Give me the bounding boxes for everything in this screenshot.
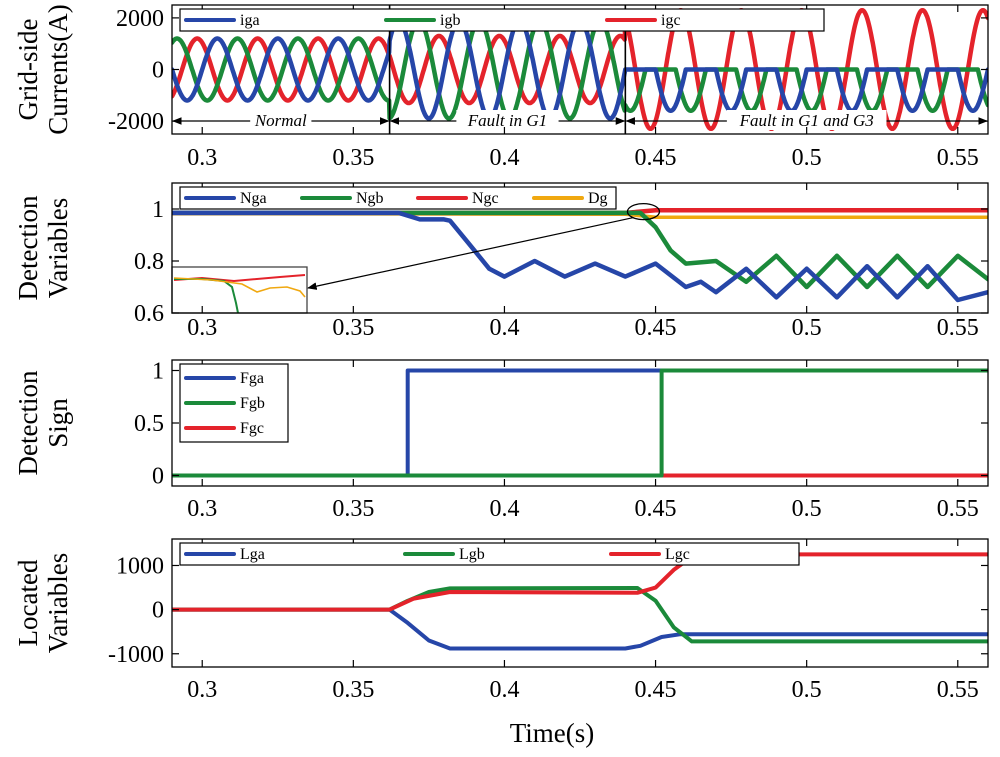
zoom-pointer-arrow bbox=[307, 217, 634, 290]
zoom-inset-box bbox=[171, 266, 308, 314]
legend-label-Lgb: Lgb bbox=[459, 546, 485, 563]
y-tick-label: 2000 bbox=[116, 6, 164, 32]
series-Nga bbox=[172, 210, 988, 303]
x-tick-label: 0.35 bbox=[332, 496, 374, 522]
x-tick-label: 0.3 bbox=[187, 315, 217, 341]
region-label-2: Fault in G1 and G3 bbox=[739, 111, 874, 130]
series-layer bbox=[172, 368, 988, 478]
x-tick-label: 0.55 bbox=[937, 496, 979, 522]
y-axis-title-line: Detection bbox=[13, 370, 43, 475]
series-igb bbox=[172, 18, 988, 121]
region-label-bg-1 bbox=[456, 110, 559, 130]
region-label-bg-2 bbox=[726, 110, 887, 130]
x-tick-label: 0.45 bbox=[635, 315, 677, 341]
x-tick-label: 0.4 bbox=[489, 677, 519, 703]
y-axis-title-line: Detection bbox=[13, 195, 43, 300]
x-axis-title: Time(s) bbox=[510, 718, 595, 748]
y-axis-title-line: Grid-side bbox=[13, 19, 43, 121]
x-tick-label: 0.3 bbox=[187, 145, 217, 171]
y-axis-title-line: Variables bbox=[43, 198, 73, 298]
y-tick-label: 0.6 bbox=[134, 301, 164, 327]
legend-label-igb: igb bbox=[440, 12, 460, 29]
x-tick-label: 0.5 bbox=[792, 145, 822, 171]
legend-label-Lga: Lga bbox=[240, 546, 265, 563]
y-axis-title: Grid-sideCurrents(A) bbox=[13, 4, 73, 134]
y-tick-label: 0.5 bbox=[134, 411, 164, 437]
y-axis-title: DetectionVariables bbox=[13, 195, 73, 300]
y-axis-title: DetectionSign bbox=[13, 370, 73, 475]
y-axis-title-line: Located bbox=[13, 559, 43, 646]
x-tick-label: 0.4 bbox=[489, 315, 519, 341]
x-tick-label: 0.55 bbox=[937, 677, 979, 703]
series-Lga bbox=[172, 607, 988, 651]
y-tick-label: 1 bbox=[152, 197, 164, 223]
series-layer bbox=[172, 208, 988, 303]
x-tick-label: 0.45 bbox=[635, 677, 677, 703]
x-tick-label: 0.45 bbox=[635, 496, 677, 522]
axes-frame bbox=[171, 538, 989, 668]
axes-frame bbox=[171, 182, 989, 314]
x-tick-label: 0.55 bbox=[937, 145, 979, 171]
x-tick-label: 0.5 bbox=[792, 315, 822, 341]
panel-grid-side-currents: Normal Fault in G1 Fault in G1 and G3 0.3 0.… bbox=[13, 4, 989, 171]
y-tick-label: 0 bbox=[152, 58, 164, 84]
x-tick-label: 0.5 bbox=[792, 496, 822, 522]
x-tick-label: 0.35 bbox=[332, 677, 374, 703]
x-tick-label: 0.35 bbox=[332, 145, 374, 171]
legend-label-Lgc: Lgc bbox=[665, 546, 690, 563]
legend-box bbox=[179, 542, 800, 566]
legend-box bbox=[179, 8, 825, 32]
region-label-0: Normal bbox=[254, 111, 307, 130]
legend-label-igc: igc bbox=[661, 12, 681, 29]
legend-label-Dg: Dg bbox=[588, 190, 608, 207]
y-axis-title-line: Sign bbox=[43, 398, 73, 448]
x-tick-label: 0.4 bbox=[489, 496, 519, 522]
legend-label-Nga: Nga bbox=[240, 190, 267, 207]
legend-label-Fgc: Fgc bbox=[240, 420, 264, 437]
y-tick-label: 0.8 bbox=[134, 249, 164, 275]
plot-area bbox=[172, 360, 988, 486]
y-tick-label: 0 bbox=[152, 598, 164, 624]
legend-box bbox=[179, 186, 617, 210]
legend-label-Ngc: Ngc bbox=[472, 190, 499, 207]
legend-label-iga: iga bbox=[240, 12, 260, 29]
x-tick-label: 0.3 bbox=[187, 677, 217, 703]
x-tick-label: 0.45 bbox=[635, 145, 677, 171]
x-tick-label: 0.4 bbox=[489, 145, 519, 171]
y-tick-label: 1000 bbox=[116, 553, 164, 579]
y-axis-title: LocatedVariables bbox=[13, 553, 73, 653]
x-tick-label: 0.35 bbox=[332, 315, 374, 341]
y-tick-label: 0 bbox=[152, 464, 164, 490]
zoom-trace-Dg bbox=[173, 277, 306, 298]
y-tick-label: -2000 bbox=[108, 109, 164, 135]
legend-label-Ngb: Ngb bbox=[356, 190, 384, 207]
x-tick-label: 0.55 bbox=[937, 315, 979, 341]
y-axis-title-line: Currents(A) bbox=[43, 4, 73, 134]
x-tick-label: 0.5 bbox=[792, 677, 822, 703]
x-tick-label: 0.3 bbox=[187, 496, 217, 522]
region-label-bg-0 bbox=[250, 110, 312, 130]
y-tick-label: 1 bbox=[152, 359, 164, 385]
panel-detection-variables: 0.3 0.35 0.4 0.45 0.5 0.55 0.6 0.8 1 DetectionVar… bbox=[13, 182, 989, 341]
region-label-1: Fault in G1 bbox=[467, 111, 547, 130]
legend-label-Fga: Fga bbox=[240, 370, 264, 387]
y-axis-title-line: Variables bbox=[43, 553, 73, 653]
panel-located-variables: 0.3 0.35 0.4 0.45 0.5 0.55 -1000 0 1000 LocatedVa… bbox=[13, 538, 989, 703]
zoom-ellipse bbox=[626, 202, 661, 221]
y-tick-label: -1000 bbox=[108, 642, 164, 668]
legend-label-Fgb: Fgb bbox=[240, 395, 265, 412]
series-Fgb bbox=[172, 368, 988, 478]
panel-detection-sign: 0.3 0.35 0.4 0.45 0.5 0.55 0 0.5 1 DetectionSign F… bbox=[13, 359, 989, 522]
